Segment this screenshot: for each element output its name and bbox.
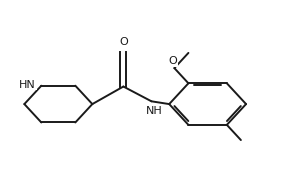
Text: NH: NH [146,105,162,116]
Text: O: O [119,37,128,47]
Text: O: O [169,56,178,66]
Text: HN: HN [19,80,36,90]
